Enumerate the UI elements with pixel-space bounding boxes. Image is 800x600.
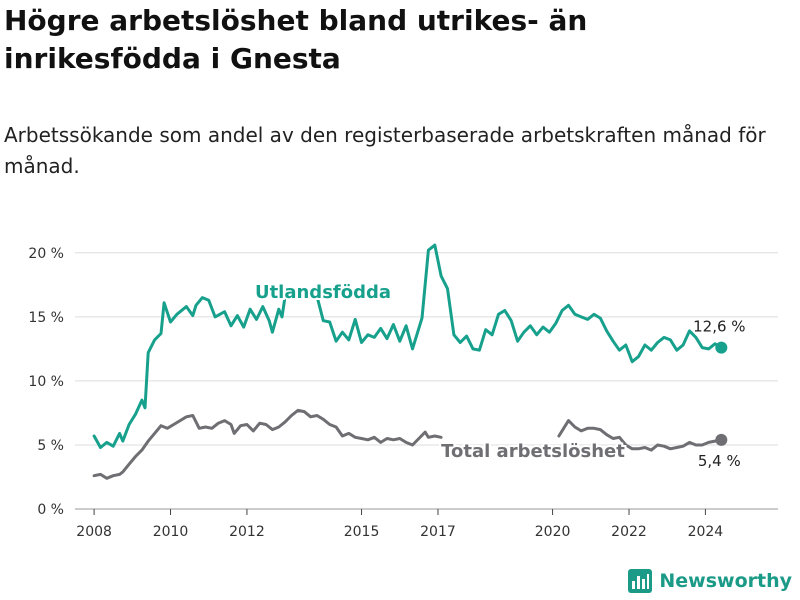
series-lines bbox=[92, 243, 728, 480]
series-name-label: Utlandsfödda bbox=[255, 282, 391, 303]
series-labels: 12,6 % 5,4 % Utlandsfödda Total arbetslöshe… bbox=[253, 280, 746, 470]
series-end-label: 5,4 % bbox=[698, 452, 741, 470]
chart-subtitle: Arbetssökande som andel av den registerb… bbox=[4, 123, 766, 178]
series-line-utlandsfödda bbox=[92, 294, 287, 449]
x-tick-label: 2010 bbox=[153, 524, 189, 540]
y-tick-label: 5 % bbox=[37, 438, 64, 454]
brand-name: Newsworthy bbox=[659, 570, 792, 592]
brand-logo: Newsworthy bbox=[627, 568, 792, 594]
x-tick-label: 2024 bbox=[688, 524, 724, 540]
series-end-label: 12,6 % bbox=[693, 318, 745, 336]
x-tick-label: 2008 bbox=[76, 524, 112, 540]
x-tick-label: 2020 bbox=[535, 524, 571, 540]
gridlines bbox=[75, 252, 778, 510]
x-tick-label: 2012 bbox=[229, 524, 265, 540]
series-line-total-arbetslöshet bbox=[557, 419, 723, 452]
bar-chart-logo-icon bbox=[628, 569, 653, 593]
x-axis: 2008 2010 2012 2015 2017 2020 2022 2024 bbox=[76, 509, 723, 540]
chart-title: Högre arbetslöshet bland utrikes- än inr… bbox=[4, 4, 588, 75]
y-tick-label: 15 % bbox=[28, 310, 64, 326]
y-axis: 0 % 5 % 10 % 15 % 20 % bbox=[28, 246, 64, 518]
series-end-dot bbox=[715, 433, 728, 446]
series-name-label: Total arbetslöshet bbox=[441, 441, 625, 462]
y-tick-label: 10 % bbox=[28, 374, 64, 390]
y-tick-label: 0 % bbox=[37, 502, 64, 518]
x-tick-label: 2017 bbox=[420, 524, 456, 540]
y-tick-label: 20 % bbox=[28, 246, 64, 262]
series-end-dot bbox=[715, 341, 728, 354]
series-line-utlandsfödda bbox=[309, 243, 723, 364]
x-tick-label: 2022 bbox=[611, 524, 647, 540]
x-tick-label: 2015 bbox=[344, 524, 380, 540]
series-line-total-arbetslöshet bbox=[92, 408, 443, 480]
